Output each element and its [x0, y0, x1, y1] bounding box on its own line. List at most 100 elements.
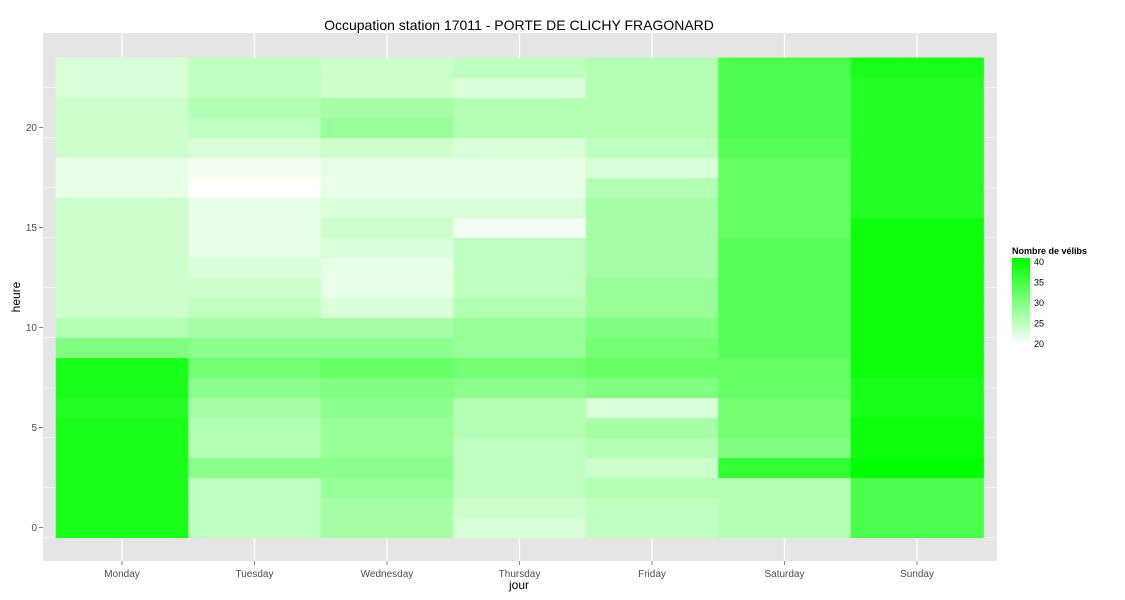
heatmap-cell	[453, 97, 587, 119]
heatmap-cell	[718, 357, 852, 379]
legend-colorbar-segment	[1012, 273, 1030, 276]
heatmap-cell	[718, 237, 852, 259]
heatmap-cell	[718, 397, 852, 419]
heatmap-cell	[585, 397, 719, 419]
heatmap-cell	[55, 137, 189, 159]
heatmap-cell	[320, 197, 454, 219]
legend-colorbar-segment	[1012, 318, 1030, 321]
heatmap-cell	[55, 197, 189, 219]
heatmap-cell	[585, 137, 719, 159]
heatmap-cell	[718, 257, 852, 279]
heatmap-cell	[188, 517, 322, 539]
heatmap-cell	[850, 317, 984, 339]
heatmap-cell	[718, 317, 852, 339]
heatmap-cell	[585, 277, 719, 299]
heatmap-cell	[850, 177, 984, 199]
heatmap-cell	[850, 77, 984, 99]
heatmap-cell	[718, 457, 852, 479]
heatmap-cell	[453, 397, 587, 419]
heatmap-cell	[453, 357, 587, 379]
legend-colorbar-segment	[1012, 322, 1030, 326]
legend-colorbar-segment	[1012, 311, 1030, 315]
heatmap-cell	[55, 217, 189, 239]
heatmap-cell	[55, 57, 189, 79]
heatmap-cell	[718, 417, 852, 439]
legend-colorbar-segment	[1012, 324, 1030, 328]
heatmap-cell	[718, 157, 852, 179]
heatmap-cell	[850, 237, 984, 259]
heatmap-cell	[188, 417, 322, 439]
heatmap-cell	[585, 297, 719, 319]
heatmap-cell	[453, 477, 587, 499]
heatmap-cell	[585, 157, 719, 179]
heatmap-cell	[55, 97, 189, 119]
heatmap-cell	[718, 477, 852, 499]
heatmap-cell	[320, 57, 454, 79]
legend-colorbar-segment	[1012, 316, 1030, 319]
legend-colorbar-segment	[1012, 262, 1030, 265]
legend-colorbar-segment	[1012, 277, 1030, 280]
heatmap-cell	[718, 197, 852, 219]
heatmap-cell	[55, 357, 189, 379]
heatmap-cell	[585, 197, 719, 219]
legend-colorbar-segment	[1012, 320, 1030, 323]
heatmap-cell	[850, 157, 984, 179]
heatmap-cell	[320, 157, 454, 179]
heatmap-cell	[453, 297, 587, 319]
heatmap-cell	[585, 97, 719, 119]
heatmap-cell	[453, 197, 587, 219]
heatmap-cell	[453, 77, 587, 99]
heatmap-cell	[188, 237, 322, 259]
heatmap-cell	[55, 157, 189, 179]
heatmap-cell	[55, 277, 189, 299]
heatmap-cell	[585, 177, 719, 199]
legend-colorbar-segment	[1012, 307, 1030, 310]
heatmap-cell	[188, 357, 322, 379]
heatmap-cell	[320, 97, 454, 119]
heatmap-cell	[188, 217, 322, 239]
heatmap-cell	[320, 457, 454, 479]
heatmap-cell	[718, 57, 852, 79]
heatmap-cell	[188, 57, 322, 79]
y-axis-title: heure	[9, 281, 23, 312]
heatmap-cell	[850, 277, 984, 299]
legend-colorbar-segment	[1012, 258, 1030, 261]
heatmap-cell	[718, 517, 852, 539]
heatmap-cell	[453, 217, 587, 239]
heatmap-cell	[55, 337, 189, 359]
x-axis-title: jour	[508, 578, 529, 592]
heatmap-cell	[453, 237, 587, 259]
heatmap-cell	[718, 277, 852, 299]
heatmap-cell	[188, 437, 322, 459]
x-tick-label: Sunday	[900, 569, 934, 580]
legend-colorbar-segment	[1012, 266, 1030, 270]
heatmap-cell	[718, 297, 852, 319]
legend-colorbar-segment	[1012, 328, 1030, 332]
legend-colorbar-segment	[1012, 283, 1030, 287]
heatmap-cell	[55, 297, 189, 319]
x-axis: Monday Tuesday Wednesday Thursday Friday Satu…	[104, 561, 934, 580]
heatmap-cell	[188, 397, 322, 419]
heatmap-cell	[585, 257, 719, 279]
heatmap-cell	[55, 177, 189, 199]
heatmap-cell	[718, 97, 852, 119]
legend-colorbar-segment	[1012, 279, 1030, 283]
y-tick-label: 5	[31, 423, 37, 434]
heatmap-cell	[585, 237, 719, 259]
heatmap-cells	[55, 57, 984, 539]
heatmap-cell	[320, 397, 454, 419]
heatmap-cell	[453, 277, 587, 299]
heatmap-cell	[718, 377, 852, 399]
heatmap-cell	[188, 157, 322, 179]
legend-tick-label: 30	[1034, 298, 1044, 308]
heatmap-cell	[188, 137, 322, 159]
heatmap-cell	[718, 137, 852, 159]
heatmap-cell	[320, 177, 454, 199]
x-tick-label: Friday	[638, 569, 666, 580]
legend-colorbar-segment	[1012, 339, 1030, 343]
heatmap-cell	[188, 297, 322, 319]
legend-colorbar-segment	[1012, 341, 1030, 345]
x-tick-label: Monday	[104, 569, 140, 580]
heatmap-cell	[718, 217, 852, 239]
